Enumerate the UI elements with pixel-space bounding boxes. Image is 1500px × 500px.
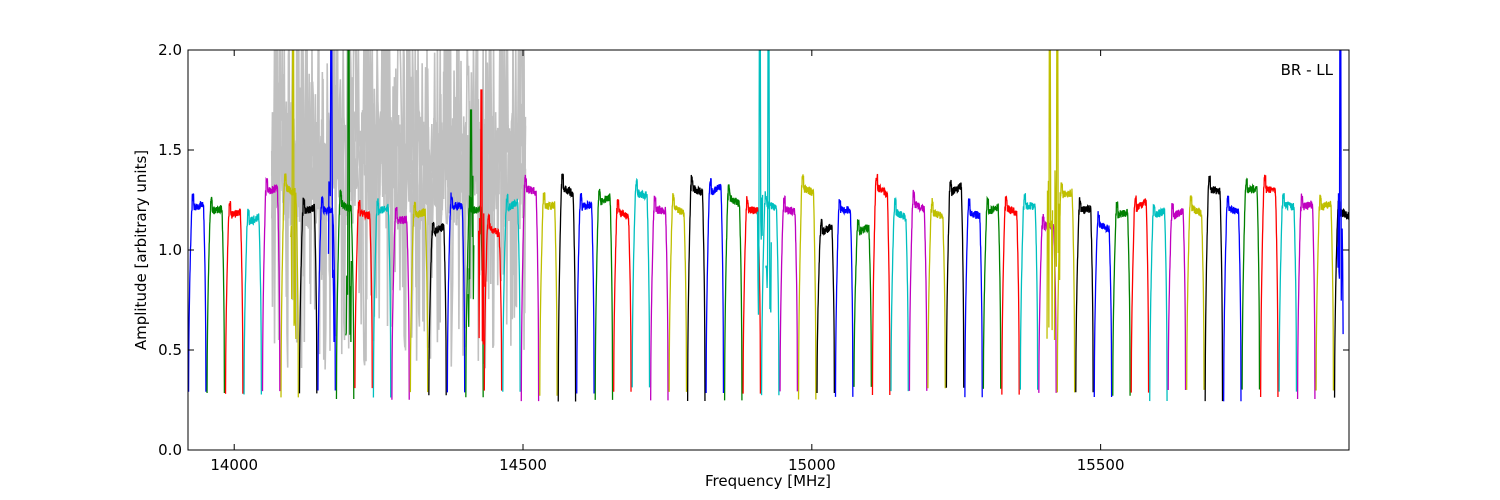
annotation-label: BR - LL [1281,61,1334,79]
axis-ticks: 14000 14500 15000 15500 0.0 0.5 1.0 1.5 2.0 [158,41,1349,474]
channel-line [816,218,835,394]
channel-line [502,193,521,392]
channel-line [1259,174,1279,397]
channel-line [483,212,503,391]
channel-line [1223,195,1242,402]
channel-line [557,173,577,402]
channel-line [723,184,743,401]
channel-line [964,198,983,398]
channel-line [539,191,558,396]
rfi-spike [765,50,772,313]
channel-line [631,177,651,388]
channel-line [686,174,706,401]
channel-line [1241,177,1261,390]
channel-line [206,196,226,394]
channel-line [797,174,817,400]
channel-line [613,199,632,392]
channel-line [1315,194,1335,391]
channel-line [668,193,688,392]
channel-line [1075,197,1094,393]
channel-line [927,197,946,389]
channel-line [1112,201,1131,396]
channel-line [243,208,263,395]
channel-line [188,193,207,392]
channel-line [520,174,540,402]
rfi-spike [327,50,335,343]
channel-line [409,201,429,393]
channel-line [1093,211,1113,398]
rfi-spike [1336,50,1344,335]
channel-line [1296,193,1316,400]
channel-line [298,197,318,394]
channel-line [650,195,669,401]
channel-line [224,201,244,394]
x-tick-label: 15500 [1077,456,1125,474]
channel-line [890,196,909,392]
x-tick-label: 14500 [499,456,547,474]
y-tick-label: 0.5 [158,341,182,359]
y-tick-label: 1.5 [158,141,182,159]
rfi-spike [289,50,297,340]
rfi-spike [478,89,485,345]
rfi-spike [345,50,352,343]
channel-line [428,221,447,396]
channel-line [1149,203,1168,402]
channel-line [853,219,872,387]
y-tick-label: 0.0 [158,441,182,459]
rfi-spike [1046,50,1054,339]
channel-line [446,192,466,393]
rfi-spike [1053,50,1061,340]
channel-line [1333,198,1349,398]
channel-line [1204,175,1224,402]
channel-line [1001,195,1020,395]
channel-line [705,178,725,393]
channel-line [261,177,281,392]
y-tick-label: 1.0 [158,241,182,259]
x-tick-label: 14000 [210,456,258,474]
channel-line [742,196,762,394]
channel-line [760,191,780,396]
channel-line [576,193,595,394]
y-tick-label: 2.0 [158,41,182,59]
channel-line [1130,195,1150,393]
channel-line [335,189,355,400]
channel-line [1186,195,1205,390]
channel-line [594,188,614,400]
channel-line [391,206,410,400]
x-axis-label: Frequency [MHz] [705,472,831,490]
channel-line [372,198,392,398]
channel-line [1278,193,1298,392]
channel-line [982,195,1002,389]
x-tick-label: 15000 [788,456,836,474]
raw-spectrum-line [270,50,527,369]
channel-line [1019,193,1039,390]
channel-line [945,179,965,388]
channel-line [354,199,373,389]
rfi-spike [756,50,764,315]
channel-line [779,195,799,392]
y-axis-label: Amplitude [arbitrary units] [132,150,150,350]
channel-line [908,189,928,391]
channel-series-layer [188,50,1349,402]
channel-line [1167,202,1187,390]
channel-line [871,173,891,395]
channel-line [834,199,854,397]
rfi-spike [467,109,475,327]
